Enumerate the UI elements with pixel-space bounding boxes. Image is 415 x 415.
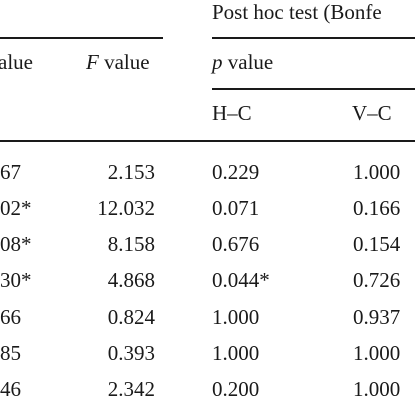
cell-vc-p-value: 1.000 <box>353 377 401 401</box>
rule-under-p-value <box>212 88 415 90</box>
cell-vc-p-value: 1.000 <box>353 160 401 184</box>
cell-f-value: 4.868 <box>107 268 155 292</box>
cell-f-value: 8.158 <box>107 232 155 256</box>
p-value-word: value <box>222 50 274 74</box>
cell-vc-p-value: 0.726 <box>353 268 401 292</box>
cell-hc-p-value: 0.200 <box>212 377 260 401</box>
col-header-value-partial: alue <box>0 50 33 74</box>
col-header-f-value: F value <box>86 50 150 74</box>
sub-header-v-c: V–C <box>352 101 392 125</box>
cell-vc-p-value: 0.166 <box>353 196 401 220</box>
p-symbol: p <box>212 50 223 74</box>
cell-hc-p-value: 0.044* <box>212 268 270 292</box>
rule-top-left <box>0 37 163 39</box>
cell-value-partial: 85 <box>0 341 21 365</box>
cell-f-value: 12.032 <box>97 196 155 220</box>
cell-value-partial: 30* <box>0 268 32 292</box>
cell-hc-p-value: 1.000 <box>212 341 260 365</box>
cell-hc-p-value: 1.000 <box>212 305 260 329</box>
cell-vc-p-value: 0.154 <box>353 232 401 256</box>
cell-hc-p-value: 0.676 <box>212 232 260 256</box>
sub-header-h-c: H–C <box>212 101 252 125</box>
rule-top-right <box>212 37 415 39</box>
cell-value-partial: 46 <box>0 377 21 401</box>
cell-value-partial: 08* <box>0 232 32 256</box>
cell-hc-p-value: 0.229 <box>212 160 260 184</box>
cell-hc-p-value: 0.071 <box>212 196 260 220</box>
cell-value-partial: 02* <box>0 196 32 220</box>
col-header-p-value: p value <box>212 50 273 74</box>
cell-vc-p-value: 1.000 <box>353 341 401 365</box>
cell-value-partial: 66 <box>0 305 21 329</box>
f-symbol: F <box>86 50 99 74</box>
rule-header-bottom <box>0 140 415 142</box>
cell-f-value: 0.393 <box>107 341 155 365</box>
f-value-word: value <box>98 50 150 74</box>
cell-f-value: 2.153 <box>107 160 155 184</box>
cell-f-value: 0.824 <box>107 305 155 329</box>
cell-vc-p-value: 0.937 <box>353 305 401 329</box>
group-header-posthoc: Post hoc test (Bonfe <box>212 0 382 24</box>
cell-value-partial: 67 <box>0 160 21 184</box>
cell-f-value: 2.342 <box>107 377 155 401</box>
